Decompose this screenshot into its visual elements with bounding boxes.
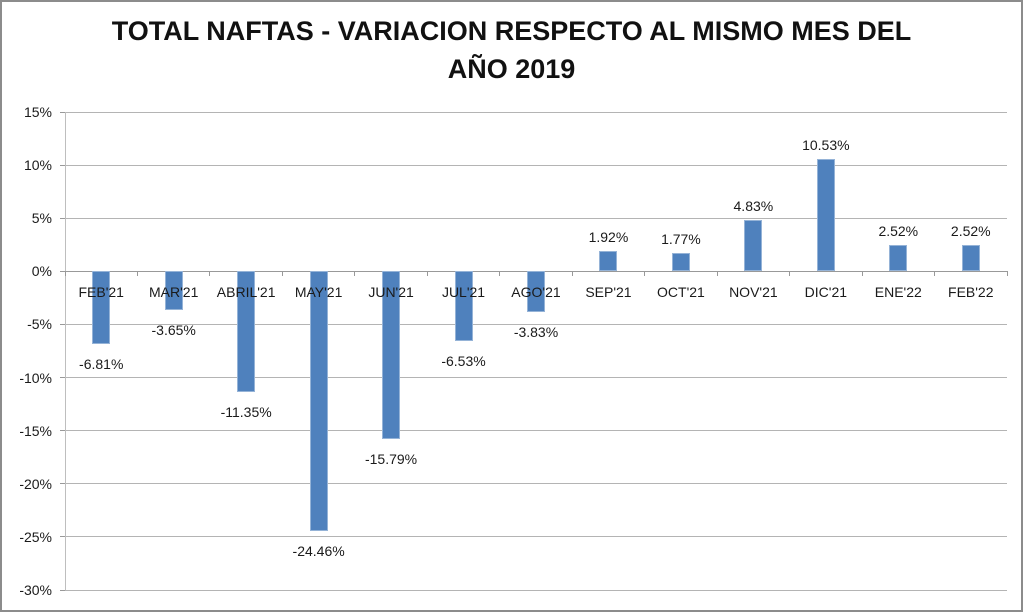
y-axis-tick [60,483,65,485]
category-label: MAY'21 [294,284,343,301]
category-axis-tick [426,271,428,277]
y-axis-tick [60,217,65,219]
data-label: 2.52% [950,222,991,239]
gridline [65,536,1007,538]
y-axis-tick [60,536,65,538]
gridline [65,377,1007,379]
y-axis-label: -20% [19,475,52,492]
data-label: -6.81% [79,355,124,372]
bar-ene22 [889,244,908,272]
y-axis-label: -10% [19,369,52,386]
chart-title: TOTAL NAFTAS - VARIACION RESPECTO AL MIS… [2,12,1021,88]
y-axis-tick [60,377,65,379]
data-label: -6.53% [441,352,486,369]
category-label: MAR'21 [149,284,199,301]
y-axis-label: 10% [23,157,52,174]
category-label: JUL'21 [441,284,486,301]
data-label: -3.65% [151,322,196,339]
data-label: -11.35% [220,403,272,420]
bar-sep21 [599,250,618,272]
category-axis-tick [934,271,936,277]
data-label: 10.53% [802,137,850,154]
y-axis-label: -30% [19,582,52,598]
gridline [65,430,1007,432]
data-label: -24.46% [292,543,345,560]
data-label: 2.52% [878,222,919,239]
y-axis-tick [60,270,65,272]
chart-title-line-1: TOTAL NAFTAS - VARIACION RESPECTO AL MIS… [111,16,912,46]
y-axis-line [65,112,66,590]
category-axis-tick [499,271,501,277]
bar-oct21 [671,252,690,272]
y-axis-tick [60,164,65,166]
y-axis-tick [60,589,65,591]
bar-ago21 [527,271,545,312]
bar-may21 [309,271,328,532]
category-label: ABRIL'21 [216,284,276,301]
category-label: DIC'21 [804,284,848,301]
category-axis-tick [644,271,646,277]
category-axis-tick [136,271,138,277]
gridline [65,323,1007,325]
chart-title-line-2: AÑO 2019 [447,54,576,84]
data-label: -15.79% [364,451,418,468]
gridline [65,483,1007,485]
bar-mar21 [164,271,183,311]
gridline [65,111,1007,113]
category-label: FEB'22 [948,284,994,301]
category-label: NOV'21 [729,284,778,301]
category-axis-tick [281,271,283,277]
y-axis-label: 0% [31,263,52,280]
category-label: SEP'21 [585,284,632,301]
category-axis-tick [209,271,211,277]
gridline [65,589,1007,591]
y-axis-label: -15% [19,422,52,439]
category-label: FEB'21 [78,284,124,301]
category-label: AGO'21 [511,284,561,301]
y-axis-label: 5% [31,210,52,227]
category-axis-tick [789,271,791,277]
gridline [65,217,1007,219]
bar-dic21 [816,159,835,272]
y-axis-label: -5% [27,316,52,333]
gridline [65,164,1007,166]
y-axis-tick [60,323,65,325]
category-axis-tick [861,271,863,277]
bar-abril21 [237,271,256,392]
category-label: JUN'21 [368,284,414,301]
category-axis-tick [571,271,573,277]
data-label: 1.92% [588,228,629,245]
data-label: -3.83% [513,324,559,341]
category-label: OCT'21 [657,284,705,301]
data-label: 4.83% [733,198,774,215]
y-axis-tick [60,111,65,113]
data-label: 1.77% [661,230,701,247]
category-axis-tick [716,271,718,277]
bar-jul21 [454,271,473,341]
bar-jun21 [382,271,401,440]
y-axis-tick [60,430,65,432]
category-axis-tick [1006,271,1008,277]
y-axis-label: 15% [23,104,52,120]
bar-nov21 [744,220,763,272]
bar-feb22 [961,244,980,272]
bar-feb21 [92,271,111,344]
category-label: ENE'22 [874,284,922,301]
y-axis-label: -25% [19,528,52,545]
category-axis-tick [64,271,66,277]
category-axis-tick [354,271,356,277]
